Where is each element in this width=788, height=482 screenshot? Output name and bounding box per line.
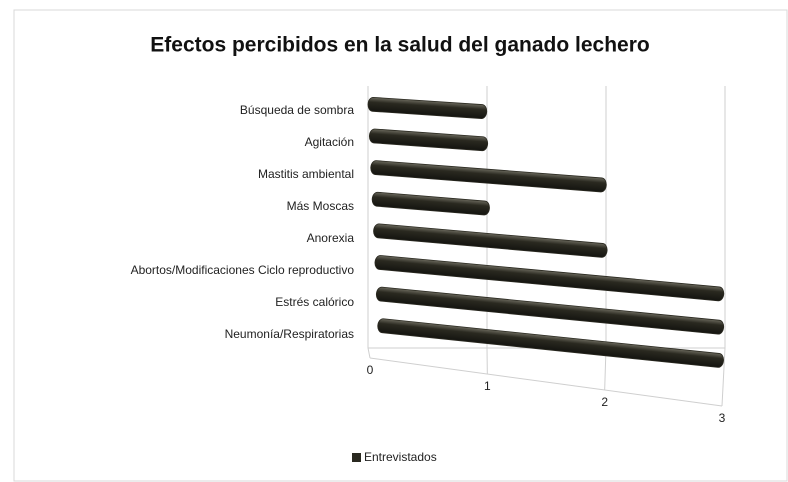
bar <box>377 318 724 368</box>
floor-front <box>369 357 723 407</box>
bar <box>374 255 725 302</box>
y-tick-label: Abortos/Modificaciones Ciclo reproductiv… <box>131 263 355 277</box>
legend-label: Entrevistados <box>364 450 437 464</box>
x-tick-label: 2 <box>601 395 608 409</box>
y-tick-label: Búsqueda de sombra <box>240 103 354 117</box>
grid-line <box>367 86 371 359</box>
y-tick-label: Neumonía/Respiratorias <box>225 327 354 341</box>
y-tick-label: Estrés calórico <box>275 295 354 309</box>
bar <box>375 286 725 335</box>
bar <box>371 191 490 216</box>
x-tick-label: 0 <box>367 363 374 377</box>
y-tick-label: Agitación <box>305 135 354 149</box>
x-tick-label: 3 <box>719 411 726 425</box>
chart-border <box>13 9 788 482</box>
bar <box>367 96 488 119</box>
legend-swatch <box>352 453 361 462</box>
bar <box>373 223 608 258</box>
y-tick-label: Anorexia <box>307 231 355 245</box>
y-tick-label: Más Moscas <box>287 199 354 213</box>
y-tick-label: Mastitis ambiental <box>258 167 354 181</box>
chart-title: Efectos percibidos en la salud del ganad… <box>150 34 649 57</box>
bar <box>368 128 489 152</box>
bar <box>370 160 607 193</box>
x-tick-label: 1 <box>484 379 491 393</box>
